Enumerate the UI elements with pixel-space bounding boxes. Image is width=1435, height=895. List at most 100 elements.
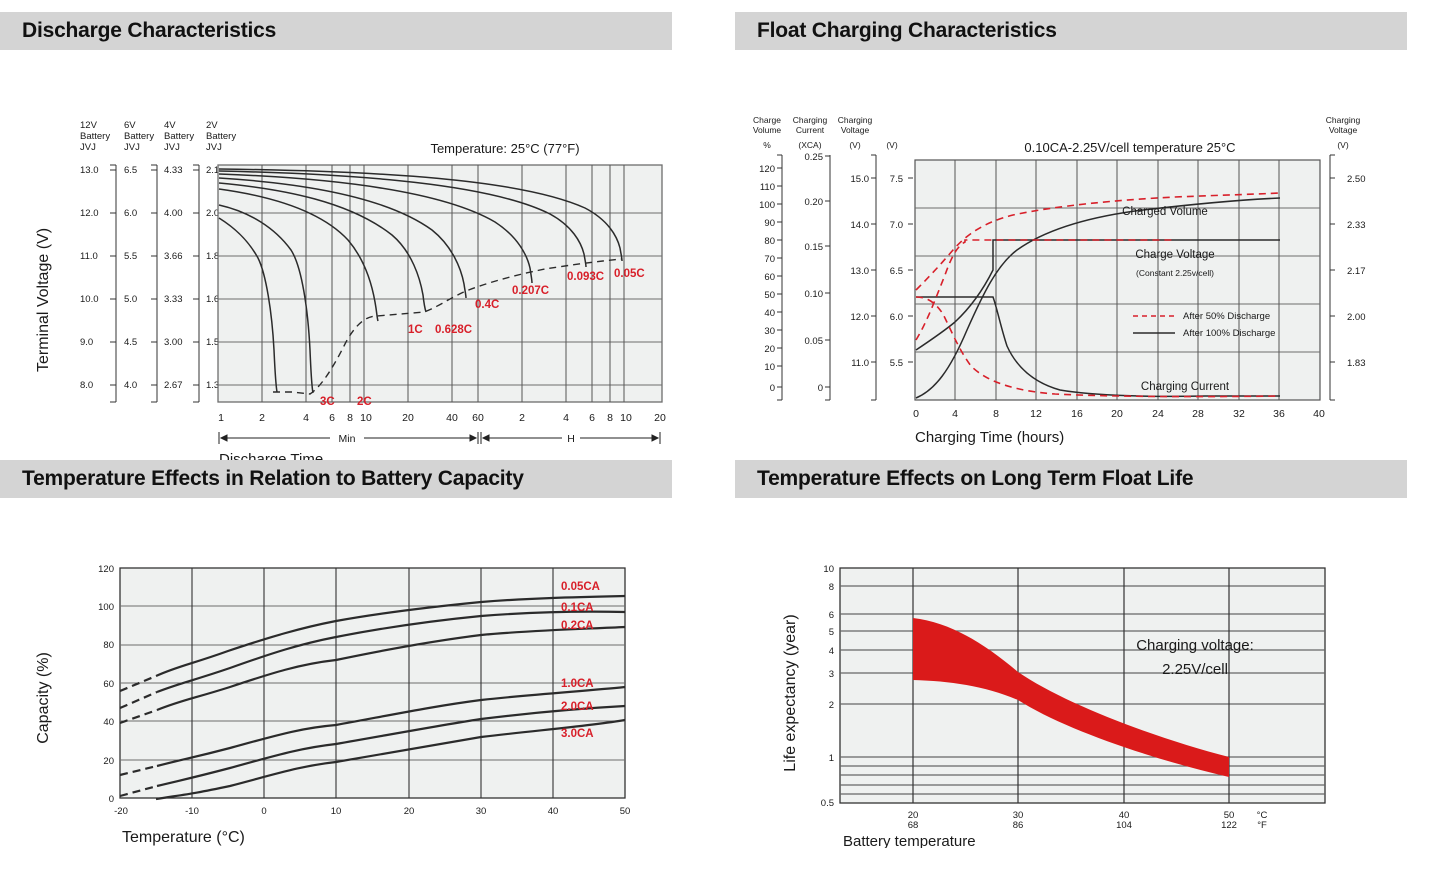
svg-text:11.0: 11.0 [80, 251, 98, 262]
float-annotations: Charged Volume Charge Voltage (Constant … [1122, 206, 1230, 393]
svg-text:Voltage: Voltage [841, 125, 870, 135]
capacity-xlabel: Temperature (°C) [122, 829, 245, 846]
svg-text:6.0: 6.0 [890, 312, 903, 323]
svg-text:JVJ: JVJ [80, 142, 96, 153]
panel-floatlife-header: Temperature Effects on Long Term Float L… [735, 460, 1407, 498]
svg-text:100: 100 [759, 200, 775, 211]
svg-text:30: 30 [764, 326, 775, 337]
svg-text:12.0: 12.0 [80, 208, 99, 219]
svg-text:4: 4 [829, 646, 834, 657]
svg-text:7.5: 7.5 [890, 174, 903, 185]
svg-text:2C: 2C [357, 396, 372, 408]
svg-text:10: 10 [620, 412, 632, 424]
svg-text:13.0: 13.0 [851, 266, 870, 277]
discharge-note: Temperature: 25°C (77°F) [430, 141, 579, 156]
svg-text:104: 104 [1116, 820, 1132, 831]
svg-text:0.5: 0.5 [821, 798, 834, 809]
float-voltage6-ticks: 7.5 7.0 6.5 6.0 5.5 [890, 174, 903, 369]
svg-text:8.0: 8.0 [80, 380, 93, 391]
svg-text:5.0: 5.0 [124, 294, 137, 305]
svg-text:6: 6 [829, 610, 834, 621]
page-title: Discharge Characteristics [22, 19, 277, 42]
svg-text:4: 4 [563, 412, 569, 424]
svg-text:6V: 6V [124, 120, 136, 131]
svg-text:4.33: 4.33 [164, 165, 183, 176]
svg-text:1.83: 1.83 [1347, 358, 1366, 369]
svg-text:8: 8 [829, 582, 834, 593]
svg-text:0.1CA: 0.1CA [561, 602, 594, 614]
svg-text:120: 120 [98, 564, 114, 575]
svg-text:0: 0 [770, 383, 775, 394]
discharge-curves [218, 168, 623, 394]
capacity-hgrid [120, 605, 625, 761]
discharge-envelope [273, 258, 623, 395]
svg-text:32: 32 [1233, 408, 1245, 420]
svg-text:30: 30 [1013, 810, 1024, 821]
svg-text:°F: °F [1257, 820, 1267, 831]
svg-text:70: 70 [764, 254, 775, 265]
svg-text:0.15: 0.15 [805, 242, 824, 253]
discharge-hgrid [218, 212, 662, 386]
svg-text:1.52: 1.52 [206, 337, 225, 348]
legend-label-100: After 100% Discharge [1183, 328, 1275, 339]
svg-text:0.093C: 0.093C [567, 271, 604, 283]
svg-text:4.0: 4.0 [124, 380, 137, 391]
floatlife-plot-bg [839, 567, 1326, 804]
svg-text:10: 10 [764, 362, 775, 373]
svg-text:Current: Current [796, 125, 825, 135]
svg-text:Charging voltage:: Charging voltage: [1136, 637, 1254, 654]
float-legend: After 50% Discharge After 100% Discharge [1133, 311, 1275, 339]
svg-text:10.0: 10.0 [80, 294, 99, 305]
scale-brackets [110, 164, 200, 403]
svg-text:(V): (V) [849, 140, 861, 150]
svg-text:110: 110 [760, 182, 775, 193]
capacity-chart: Capacity (%) 120 100 80 60 40 20 0 -20 -10 0 1… [0, 498, 700, 895]
svg-text:2: 2 [259, 412, 265, 424]
svg-text:20: 20 [1111, 408, 1123, 420]
panel-discharge-header: Discharge Characteristics [0, 12, 672, 50]
svg-text:10: 10 [360, 412, 372, 424]
float-current-ticks: 0.25 0.20 0.15 0.10 0.05 0 [805, 152, 824, 394]
panel-floatlife: Temperature Effects on Long Term Float L… [735, 460, 1435, 857]
svg-text:0.20: 0.20 [805, 197, 824, 208]
svg-text:Charging Current: Charging Current [1141, 381, 1230, 393]
svg-text:3.0CA: 3.0CA [561, 728, 594, 740]
svg-text:Charging: Charging [1326, 115, 1361, 125]
svg-text:3C: 3C [320, 396, 335, 408]
page-title-capacity: Temperature Effects in Relation to Batte… [22, 467, 524, 490]
svg-text:2: 2 [829, 700, 834, 711]
svg-text:Charge: Charge [753, 115, 781, 125]
svg-text:50: 50 [1224, 810, 1235, 821]
discharge-curve-labels: 3C 2C 1C 0.628C 0.4C 0.207C 0.093C 0.05C [320, 268, 645, 408]
float-xticks: 0 4 8 12 16 20 24 28 32 36 40 [913, 408, 1325, 420]
svg-text:50: 50 [764, 290, 775, 301]
svg-text:20: 20 [908, 810, 919, 821]
svg-text:JVJ: JVJ [124, 142, 140, 153]
svg-text:1.68: 1.68 [206, 294, 225, 305]
svg-text:50: 50 [620, 806, 631, 817]
discharge-ylabel: Terminal Voltage (V) [35, 228, 52, 372]
span-label-min: Min [339, 433, 356, 445]
float-volume-ticks: 120 110 100 90 80 70 60 50 40 30 20 10 0 [759, 164, 775, 394]
svg-text:9.0: 9.0 [80, 337, 93, 348]
svg-text:40: 40 [446, 412, 458, 424]
svg-text:0: 0 [261, 806, 266, 817]
svg-text:6.5: 6.5 [890, 266, 903, 277]
svg-text:0.10: 0.10 [805, 289, 824, 300]
svg-text:20: 20 [103, 756, 114, 767]
svg-text:(V): (V) [886, 140, 898, 150]
svg-text:5.5: 5.5 [124, 251, 137, 262]
svg-text:20: 20 [404, 806, 415, 817]
svg-text:28: 28 [1192, 408, 1204, 420]
svg-text:1.36: 1.36 [206, 380, 225, 391]
svg-text:Volume: Volume [753, 125, 782, 135]
svg-text:Charging: Charging [793, 115, 828, 125]
svg-text:(V): (V) [1337, 140, 1349, 150]
svg-text:30: 30 [476, 806, 487, 817]
svg-text:Battery: Battery [164, 131, 194, 142]
svg-text:24: 24 [1152, 408, 1164, 420]
floatlife-xlabel: Battery temperature [843, 833, 976, 848]
panel-float: Float Charging Characteristics Charge Vol… [735, 12, 1435, 446]
capacity-vgrid [191, 568, 554, 798]
svg-text:20: 20 [764, 344, 775, 355]
